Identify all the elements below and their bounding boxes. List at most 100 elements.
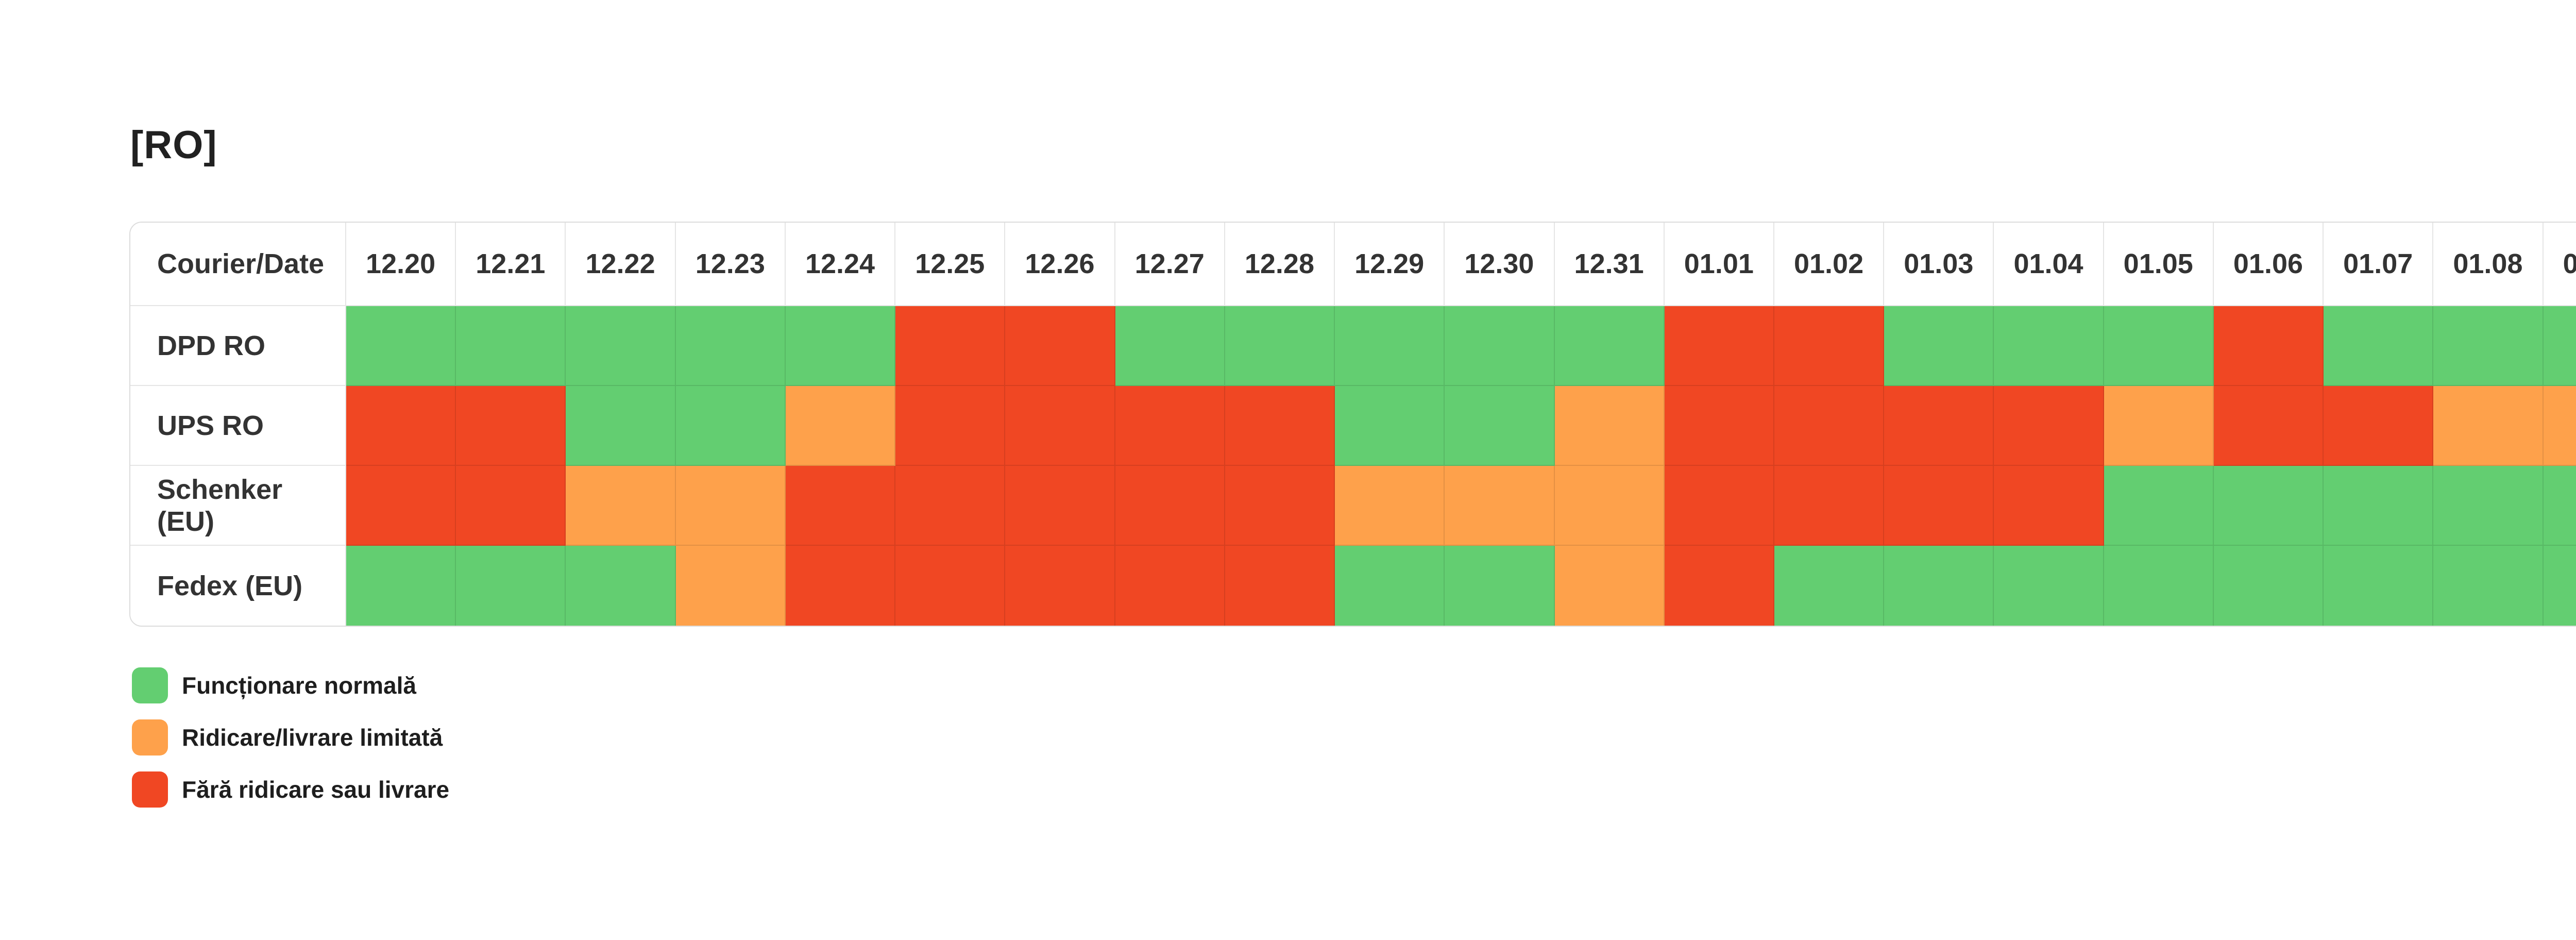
status-cell (1994, 546, 2104, 626)
status-cell (1115, 466, 1225, 546)
date-header-cell: 12.26 (1005, 223, 1115, 306)
date-header-cell: 12.24 (785, 223, 896, 306)
date-header-cell: 12.22 (566, 223, 676, 306)
status-cell (1774, 386, 1885, 466)
status-cell (675, 466, 786, 546)
status-cell (1664, 466, 1774, 546)
corner-header-cell: Courier/Date (130, 223, 346, 306)
status-cell (1115, 546, 1225, 626)
status-cell (1445, 386, 1555, 466)
status-cell (785, 466, 896, 546)
status-cell (2324, 466, 2434, 546)
date-header-cell: 12.31 (1554, 223, 1665, 306)
courier-name-cell: Schenker (EU) (130, 466, 346, 546)
date-header-cell: 01.09 (2543, 223, 2576, 306)
status-cell (2543, 466, 2576, 546)
status-cell (1994, 466, 2104, 546)
courier-name-cell: DPD RO (130, 306, 346, 386)
status-cell (2213, 546, 2324, 626)
courier-name-cell: Fedex (EU) (130, 546, 346, 626)
status-cell (1664, 386, 1774, 466)
status-cell (2213, 386, 2324, 466)
date-header-cell: 01.06 (2213, 223, 2324, 306)
status-cell (346, 386, 456, 466)
status-cell (566, 386, 676, 466)
status-cell (1774, 306, 1885, 386)
status-cell (346, 466, 456, 546)
date-header-cell: 12.27 (1115, 223, 1225, 306)
status-cell (2104, 386, 2214, 466)
status-cell (1115, 306, 1225, 386)
legend-item: Funcționare normală (132, 667, 449, 703)
status-cell (1445, 466, 1555, 546)
status-cell (2104, 546, 2214, 626)
status-cell (675, 546, 786, 626)
date-header-cell: 12.20 (346, 223, 456, 306)
status-cell (895, 466, 1006, 546)
legend-label: Funcționare normală (182, 672, 416, 699)
status-cell (1335, 306, 1445, 386)
status-cell (1005, 386, 1115, 466)
legend-label: Ridicare/livrare limitată (182, 724, 443, 751)
status-cell (566, 306, 676, 386)
date-header-cell: 01.05 (2104, 223, 2214, 306)
status-cell (1225, 466, 1335, 546)
status-cell (566, 546, 676, 626)
status-cell (1664, 306, 1774, 386)
status-cell (1774, 546, 1885, 626)
date-header-cell: 01.04 (1994, 223, 2104, 306)
status-cell (1335, 466, 1445, 546)
date-header-cell: 12.29 (1335, 223, 1445, 306)
status-cell (785, 306, 896, 386)
status-cell (456, 466, 566, 546)
status-cell (1554, 546, 1665, 626)
status-cell (1225, 546, 1335, 626)
status-cell (2543, 386, 2576, 466)
legend-item: Ridicare/livrare limitată (132, 719, 449, 756)
date-header-cell: 01.07 (2324, 223, 2434, 306)
status-cell (895, 546, 1006, 626)
courier-status-table: Courier/Date 12.20 12.21 12.22 12.23 12.24 12.… (129, 222, 2576, 627)
status-cell (2324, 546, 2434, 626)
page-title: [RO] (130, 123, 217, 167)
status-cell (1554, 466, 1665, 546)
status-cell (1445, 306, 1555, 386)
legend: Funcționare normală Ridicare/livrare limi… (132, 667, 449, 808)
status-cell (675, 306, 786, 386)
legend-swatch-limited (132, 719, 168, 756)
status-cell (2433, 386, 2544, 466)
date-header-cell: 12.28 (1225, 223, 1335, 306)
status-cell (1445, 546, 1555, 626)
date-header-cell: 01.01 (1664, 223, 1774, 306)
status-cell (895, 386, 1006, 466)
status-cell (456, 546, 566, 626)
status-cell (1554, 386, 1665, 466)
status-cell (1225, 386, 1335, 466)
status-cell (2104, 466, 2214, 546)
date-header-cell: 12.23 (675, 223, 786, 306)
status-cell (566, 466, 676, 546)
status-cell (1225, 306, 1335, 386)
status-cell (1335, 386, 1445, 466)
status-cell (2213, 466, 2324, 546)
status-cell (675, 386, 786, 466)
status-cell (2213, 306, 2324, 386)
status-cell (1884, 546, 1994, 626)
status-cell (2543, 546, 2576, 626)
status-cell (895, 306, 1006, 386)
date-header-cell: 01.03 (1884, 223, 1994, 306)
status-cell (785, 546, 896, 626)
status-cell (1774, 466, 1885, 546)
status-cell (456, 306, 566, 386)
status-cell (456, 386, 566, 466)
status-cell (785, 386, 896, 466)
status-cell (2433, 466, 2544, 546)
status-cell (2324, 386, 2434, 466)
status-cell (346, 306, 456, 386)
status-cell (2104, 306, 2214, 386)
legend-swatch-ok (132, 667, 168, 703)
status-cell (2543, 306, 2576, 386)
status-cell (1994, 386, 2104, 466)
date-header-cell: 12.21 (456, 223, 566, 306)
status-cell (1115, 386, 1225, 466)
